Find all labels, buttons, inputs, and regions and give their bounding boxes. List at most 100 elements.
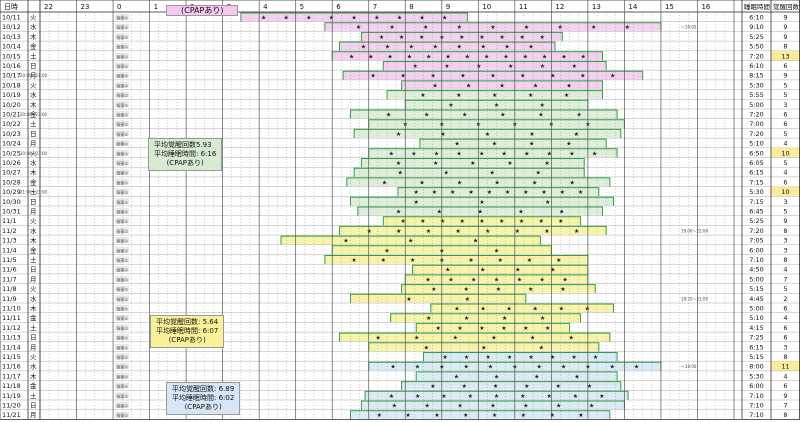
row-sleep-time: 7:15	[749, 198, 764, 206]
awakening-mark: ★	[389, 393, 394, 400]
awakening-mark: ★	[351, 257, 356, 264]
awakening-mark: ★	[493, 383, 498, 390]
row-awakenings: 11	[781, 363, 789, 371]
awakening-mark: ★	[566, 141, 571, 148]
awakening-mark: ★	[450, 189, 455, 196]
row-sleep-time: 7:00	[749, 120, 764, 128]
row-awakenings: 3	[783, 343, 787, 351]
awakening-mark: ★	[570, 179, 575, 186]
medication-block	[115, 101, 130, 107]
sleep-line	[401, 284, 596, 294]
awakening-mark: ★	[385, 44, 390, 51]
row-sleep-time: 7:10	[749, 256, 764, 264]
awakening-mark: ★	[517, 276, 522, 283]
row-date: 10/31	[2, 208, 21, 216]
awakening-mark: ★	[445, 267, 450, 274]
awakening-mark: ★	[599, 393, 604, 400]
awakening-mark: ★	[444, 63, 449, 70]
medication-block	[115, 130, 130, 137]
row-date: 10/19	[2, 91, 21, 99]
awakening-mark: ★	[576, 112, 581, 119]
sleep-line	[280, 235, 541, 245]
sleep-band	[354, 128, 621, 138]
medication-block	[115, 402, 130, 408]
row-sleep-time: 6:15	[749, 343, 764, 351]
row-weekday: 火	[30, 353, 37, 361]
medication-label: 服薬①	[117, 24, 129, 30]
awakening-mark: ★	[470, 160, 475, 167]
awakening-mark: ★	[574, 131, 579, 138]
row-awakenings: 3	[783, 101, 787, 109]
awakening-mark: ★	[542, 53, 547, 60]
awakening-mark: ★	[507, 160, 512, 167]
awakening-mark: ★	[400, 218, 405, 225]
row-weekday: 土	[30, 391, 37, 400]
row-date: 10/23	[2, 130, 21, 138]
awakening-mark: ★	[558, 218, 563, 225]
awakening-mark: ★	[386, 112, 391, 119]
awakening-mark: ★	[540, 34, 545, 41]
sleep-line	[240, 12, 468, 22]
row-weekday: 月	[30, 140, 37, 148]
right-note: 18:20〜21:00	[681, 296, 709, 301]
awakening-mark: ★	[490, 170, 495, 177]
awakening-mark: ★	[499, 34, 504, 41]
medication-label: 服薬①	[117, 160, 129, 166]
awakening-mark: ★	[479, 34, 484, 41]
awakening-highlight	[771, 361, 800, 371]
awakening-mark: ★	[409, 44, 414, 51]
awakening-mark: ★	[445, 53, 450, 60]
sleep-band	[240, 12, 468, 22]
row-awakenings: 8	[783, 353, 787, 361]
extra-note: 21:00〜23:00	[20, 190, 48, 195]
medication-label: 服薬①	[117, 257, 129, 263]
awakening-mark: ★	[261, 15, 266, 22]
row-awakenings: 6	[783, 111, 787, 119]
awakening-mark: ★	[550, 354, 555, 361]
row-awakenings: 8	[783, 227, 787, 235]
awakening-mark: ★	[426, 315, 431, 322]
row-awakenings: 4	[783, 372, 787, 380]
awakening-mark: ★	[538, 112, 543, 119]
awakening-mark: ★	[519, 34, 524, 41]
sleep-band	[397, 187, 599, 196]
awakening-mark: ★	[368, 53, 373, 60]
awakening-mark: ★	[540, 63, 545, 70]
row-weekday: 金	[30, 245, 37, 254]
medication-block	[115, 266, 130, 272]
medication-label: 服薬①	[117, 44, 129, 50]
sleep-line	[339, 225, 607, 236]
awakening-mark: ★	[520, 393, 525, 400]
summary-green-cpap: (CPAPあり)	[166, 159, 204, 167]
hour-label: 10	[482, 3, 491, 11]
awakening-mark: ★	[468, 257, 473, 264]
row-awakenings: 6	[783, 382, 787, 390]
sleep-band	[416, 371, 618, 381]
hour-label: 14	[628, 3, 637, 11]
medication-label: 服薬①	[117, 209, 129, 215]
awakening-mark: ★	[501, 325, 506, 332]
sleep-band	[423, 352, 618, 361]
row-date: 10/29	[2, 188, 21, 196]
awakening-mark: ★	[492, 92, 497, 99]
awakening-mark: ★	[415, 364, 420, 371]
medication-label: 服薬①	[117, 170, 129, 176]
awakening-mark: ★	[574, 373, 579, 380]
awakening-mark: ★	[544, 228, 549, 235]
row-date: 10/12	[2, 23, 21, 31]
sleep-band	[383, 216, 581, 225]
awakening-mark: ★	[454, 141, 459, 148]
row-weekday: 金	[30, 313, 37, 322]
awakening-mark: ★	[479, 325, 484, 332]
medication-block	[115, 169, 130, 175]
extra-note: 20:00〜23:00	[20, 112, 48, 117]
awakening-mark: ★	[494, 179, 499, 186]
row-weekday: 月	[30, 275, 37, 283]
awakening-mark: ★	[479, 150, 484, 157]
awakening-mark: ★	[578, 189, 583, 196]
awakening-mark: ★	[591, 24, 596, 31]
sleep-line	[349, 293, 527, 303]
row-weekday: 土	[30, 255, 37, 264]
row-date: 10/27	[2, 169, 21, 177]
row-sleep-time: 6:45	[749, 208, 764, 216]
